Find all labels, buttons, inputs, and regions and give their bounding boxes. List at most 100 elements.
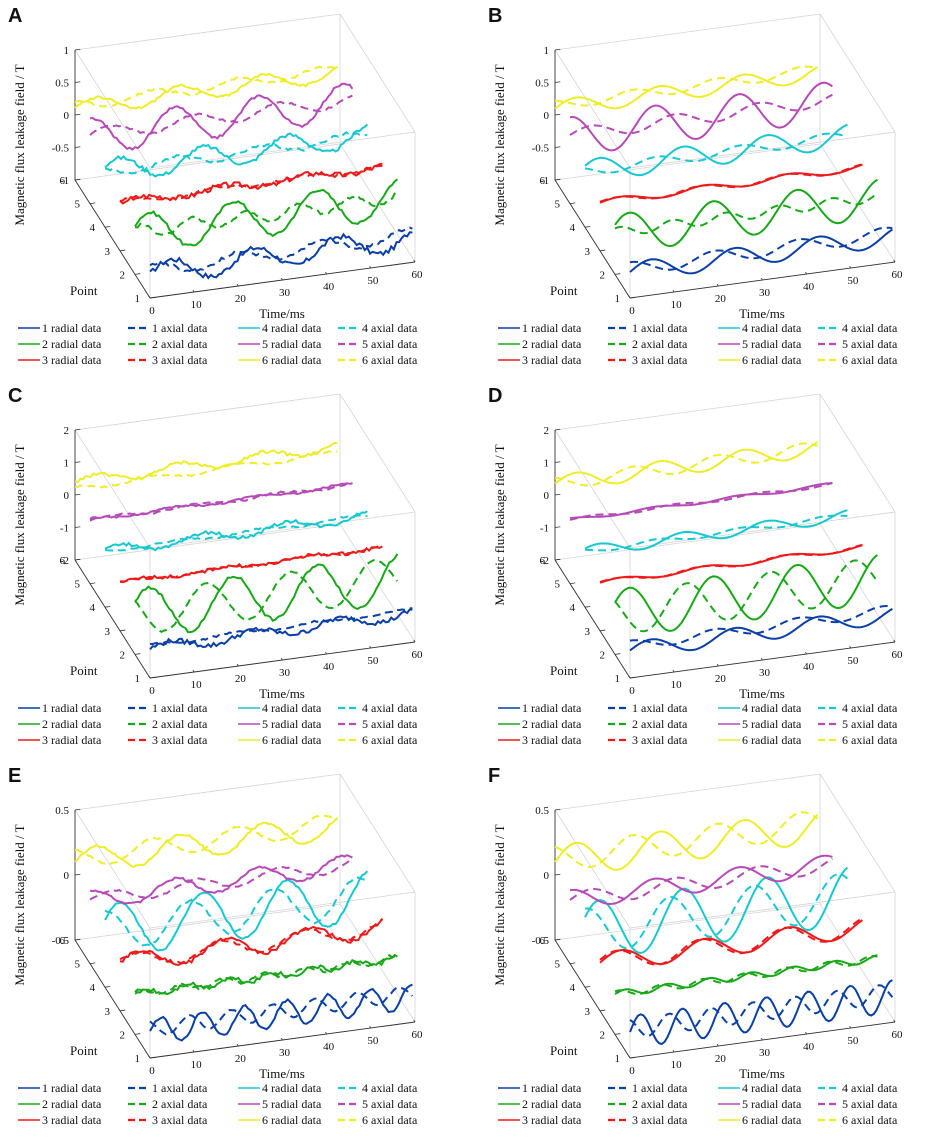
x-axis-label: Time/ms: [739, 1066, 785, 1081]
legend: 1 radial data 1 axial data 4 radial data 4 …: [498, 1081, 898, 1127]
legend-label: 4 axial data: [842, 701, 898, 715]
z-tick-label: 0.5: [55, 78, 69, 90]
y-tick-label: 5: [555, 199, 561, 211]
x-tick-label: 30: [279, 1047, 291, 1059]
y-tick-label: 3: [105, 1006, 111, 1018]
z-tick: [554, 81, 561, 83]
series-group: [554, 811, 894, 1045]
z-tick-label: -0.5: [532, 143, 550, 155]
series-line: [74, 441, 338, 484]
box-edge: [554, 393, 821, 431]
y-tick-label: 3: [585, 1006, 591, 1018]
x-tick-label: 20: [715, 673, 727, 685]
y-axis-line: [74, 179, 151, 299]
x-tick-label: 30: [759, 287, 771, 299]
legend: 1 radial data 1 axial data 4 radial data 4 …: [18, 1081, 418, 1127]
legend-label: 1 axial data: [632, 1081, 688, 1095]
series-line: [569, 93, 833, 136]
legend-label: 3 radial data: [42, 733, 102, 747]
x-tick: [760, 657, 763, 661]
series-line: [629, 226, 893, 271]
x-tick-label: 10: [671, 1059, 683, 1071]
panel-letter: D: [488, 385, 502, 407]
series-line: [104, 510, 368, 552]
y-tick-label: 5: [75, 199, 81, 211]
z-tick: [554, 146, 561, 148]
series-line: [599, 919, 863, 966]
x-tick: [893, 259, 896, 263]
box-edge: [554, 49, 631, 169]
x-tick: [280, 1037, 283, 1041]
z-tick: [74, 493, 81, 496]
series-line: [554, 814, 819, 871]
y-tick-label: 6: [60, 555, 66, 567]
panel-letter: E: [8, 765, 21, 787]
legend-label: 6 radial data: [262, 733, 322, 747]
x-tick-label: 50: [847, 655, 859, 667]
axes-box: [74, 773, 416, 1059]
y-tick: [614, 273, 621, 275]
z-tick: [74, 178, 81, 181]
z-tick: [74, 461, 81, 463]
y-tick: [569, 582, 576, 584]
legend-label: 1 radial data: [42, 1081, 102, 1095]
x-tick: [849, 645, 852, 649]
x-tick: [413, 1019, 416, 1023]
x-tick-label: 60: [412, 1029, 424, 1041]
y-tick: [134, 273, 141, 275]
legend-label: 2 axial data: [632, 1097, 688, 1111]
y-tick-label: 2: [600, 1029, 606, 1041]
series-line: [584, 132, 848, 174]
box-edge: [149, 131, 416, 169]
y-tick-label: 3: [585, 626, 591, 638]
series-line: [614, 192, 878, 235]
box-edge: [554, 809, 631, 929]
series-line: [119, 164, 383, 202]
series-line: [599, 163, 863, 203]
z-tick-label: 2: [544, 425, 550, 437]
series-line: [554, 66, 818, 110]
legend-label: 3 axial data: [152, 733, 208, 747]
x-tick-label: 20: [235, 1053, 247, 1065]
x-tick: [672, 289, 675, 293]
x-tick-label: 60: [412, 649, 424, 661]
y-tick-label: 4: [570, 982, 576, 994]
x-tick-label: 40: [803, 281, 815, 293]
series-line: [569, 482, 833, 521]
series-line: [149, 983, 413, 1042]
y-axis-label: Point: [550, 283, 578, 298]
legend-label: 1 radial data: [42, 321, 102, 335]
legend-label: 2 radial data: [42, 717, 102, 731]
y-tick: [584, 606, 591, 608]
y-tick: [104, 606, 111, 608]
series-line: [554, 441, 818, 485]
x-tick-label: 30: [279, 287, 291, 299]
box-edge: [74, 49, 151, 169]
legend-label: 2 radial data: [42, 337, 102, 351]
legend-label: 5 axial data: [362, 337, 418, 351]
y-tick-label: 3: [105, 626, 111, 638]
panel-letter: C: [8, 385, 22, 407]
legend: 1 radial data 1 axial data 4 radial data 4 …: [18, 321, 418, 367]
z-axis-label: Magnetic flux leakage field / T: [492, 444, 507, 605]
y-tick: [104, 986, 111, 988]
legend-label: 6 radial data: [262, 353, 322, 367]
x-tick-label: 40: [803, 1041, 815, 1053]
series-line: [149, 226, 413, 273]
series-line: [104, 876, 368, 947]
x-tick: [849, 265, 852, 269]
x-tick-label: 10: [191, 299, 203, 311]
series-line: [134, 558, 399, 634]
x-tick: [716, 663, 719, 667]
y-tick: [599, 629, 606, 632]
box-edge: [819, 393, 896, 513]
x-axis-label: Time/ms: [259, 1066, 305, 1081]
series-line: [89, 858, 353, 901]
y-tick: [599, 249, 606, 252]
legend-label: 3 axial data: [632, 733, 688, 747]
y-tick: [104, 226, 111, 228]
z-tick-label: -1: [540, 175, 549, 187]
legend-label: 1 axial data: [152, 1081, 208, 1095]
box-edge: [554, 523, 821, 561]
